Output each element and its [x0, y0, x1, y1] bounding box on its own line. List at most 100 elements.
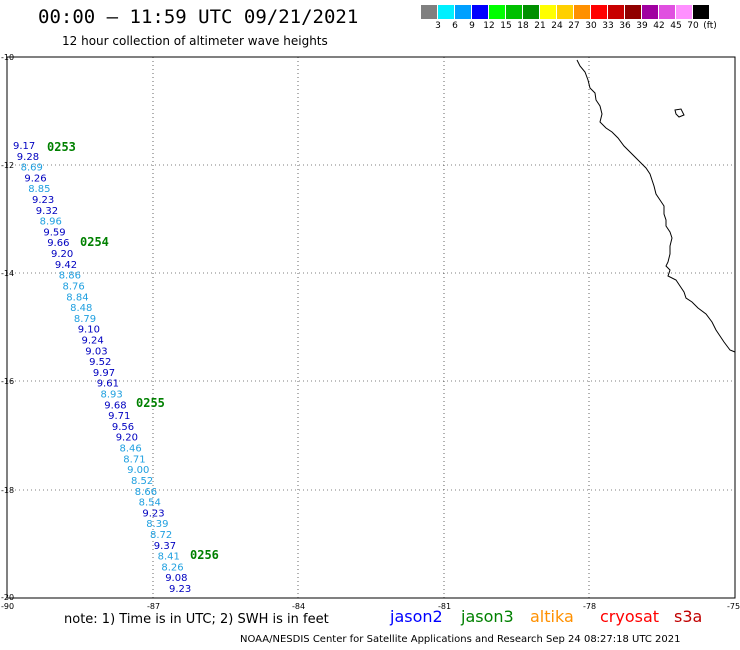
x-tick: -81: [438, 602, 451, 611]
wave-height-value: 9.61: [97, 379, 119, 390]
legend-swatch: [438, 5, 455, 19]
legend-swatch: [472, 5, 489, 19]
wave-height-value: 9.97: [93, 368, 115, 379]
map-subtitle: 12 hour collection of altimeter wave hei…: [62, 34, 328, 48]
legend-label: 33: [602, 21, 614, 31]
legend-label: 70: [687, 21, 699, 31]
y-tick: -16: [1, 377, 14, 386]
wave-height-value: 9.20: [51, 249, 73, 260]
legend-label: 36: [619, 21, 631, 31]
legend-label: 21: [534, 21, 546, 31]
wave-height-value: 8.48: [70, 303, 92, 314]
legend-swatch: [591, 5, 608, 19]
wave-height-value: 9.26: [24, 173, 46, 184]
track-time-label: 0253: [47, 140, 76, 154]
wave-height-value: 9.17: [13, 141, 35, 152]
wave-height-value: 8.41: [158, 552, 180, 563]
y-tick: -20: [1, 593, 14, 602]
wave-height-value: 8.84: [66, 292, 88, 303]
wave-height-value: 8.76: [63, 282, 85, 293]
legend-swatch: [659, 5, 676, 19]
wave-height-value: 9.52: [89, 357, 111, 368]
wave-height-value: 9.24: [82, 336, 104, 347]
credit-line: NOAA/NESDIS Center for Satellite Applica…: [240, 634, 681, 645]
wave-height-value: 9.32: [36, 206, 58, 217]
legend-label: 30: [585, 21, 597, 31]
track-time-labels: 0253 0254 0255 0256: [47, 140, 219, 562]
wave-height-value: 8.26: [161, 562, 183, 573]
wave-height-value: 9.00: [127, 465, 149, 476]
legend-label: 18: [517, 21, 529, 31]
color-legend: [421, 5, 710, 19]
wave-height-value: 8.79: [74, 314, 96, 325]
grid-lines: [7, 57, 735, 598]
wave-height-value: 8.93: [101, 390, 123, 401]
wave-height-value: 8.46: [120, 444, 142, 455]
y-tick: -18: [1, 486, 14, 495]
legend-swatch: [676, 5, 693, 19]
wave-height-value: 9.23: [142, 508, 164, 519]
wave-height-value: 9.37: [154, 541, 176, 552]
legend-swatch: [506, 5, 523, 19]
wave-height-value: 9.20: [116, 433, 138, 444]
wave-height-value: 8.72: [150, 530, 172, 541]
coastline: [576, 59, 736, 353]
legend-swatch: [693, 5, 710, 19]
wave-height-value: 9.23: [32, 195, 54, 206]
x-tick: -90: [1, 602, 14, 611]
legend-swatch: [625, 5, 642, 19]
x-tick: -84: [292, 602, 305, 611]
wave-height-value: 9.68: [104, 400, 126, 411]
legend-label: 45: [670, 21, 682, 31]
legend-label: 24: [551, 21, 563, 31]
satellite-name: jason3: [461, 607, 514, 626]
legend-swatch: [540, 5, 557, 19]
y-tick: -10: [1, 53, 14, 62]
wave-height-value: 9.71: [108, 411, 130, 422]
legend-label: 42: [653, 21, 665, 31]
legend-label: 15: [500, 21, 512, 31]
y-tick: -12: [1, 161, 14, 170]
satellite-name: altika: [530, 607, 574, 626]
color-legend-labels: 3 6 9 12 15 18 21 24 27 30 33 36 39 42 45 70 (ft): [421, 21, 740, 35]
satellite-name: cryosat: [600, 607, 660, 626]
legend-swatch: [421, 5, 438, 19]
legend-swatch: [608, 5, 625, 19]
wave-height-value: 9.23: [169, 584, 191, 595]
wave-height-value: 8.54: [139, 498, 161, 509]
wave-height-value: 9.08: [165, 573, 187, 584]
track-time-label: 0254: [80, 235, 109, 249]
track-time-label: 0255: [136, 396, 165, 410]
track-time-label: 0256: [190, 548, 219, 562]
legend-label: 27: [568, 21, 580, 31]
wave-height-values: 9.179.288.699.268.859.239.328.969.599.66…: [13, 141, 191, 595]
satellite-name: jason2: [390, 607, 443, 626]
map-frame: [6, 56, 736, 599]
legend-swatch: [489, 5, 506, 19]
wave-height-value: 9.28: [17, 152, 39, 163]
x-tick: -75: [727, 602, 740, 611]
y-axis-ticks: -10 -12 -14 -16 -18 -20: [1, 53, 14, 602]
legend-swatch: [455, 5, 472, 19]
wave-height-value: 9.10: [78, 325, 100, 336]
satellite-name: s3a: [674, 607, 703, 626]
legend-label: 39: [636, 21, 648, 31]
legend-swatch: [642, 5, 659, 19]
legend-swatch: [557, 5, 574, 19]
x-tick: -78: [583, 602, 596, 611]
wave-height-value: 9.42: [55, 260, 77, 271]
footnote: note: 1) Time is in UTC; 2) SWH is in fe…: [64, 612, 329, 627]
wave-height-value: 9.56: [112, 422, 134, 433]
wave-height-value: 9.66: [47, 238, 69, 249]
wave-height-value: 8.52: [131, 476, 153, 487]
wave-height-value: 8.86: [59, 271, 81, 282]
wave-height-value: 8.96: [40, 217, 62, 228]
wave-height-value: 8.69: [21, 163, 43, 174]
x-axis-ticks: -90 -87 -84 -81 -78 -75: [1, 602, 740, 611]
y-tick: -14: [1, 269, 14, 278]
legend-label: 6: [452, 21, 458, 31]
legend-swatch: [574, 5, 591, 19]
legend-label: (ft): [703, 21, 717, 31]
wave-height-value: 9.03: [85, 346, 107, 357]
